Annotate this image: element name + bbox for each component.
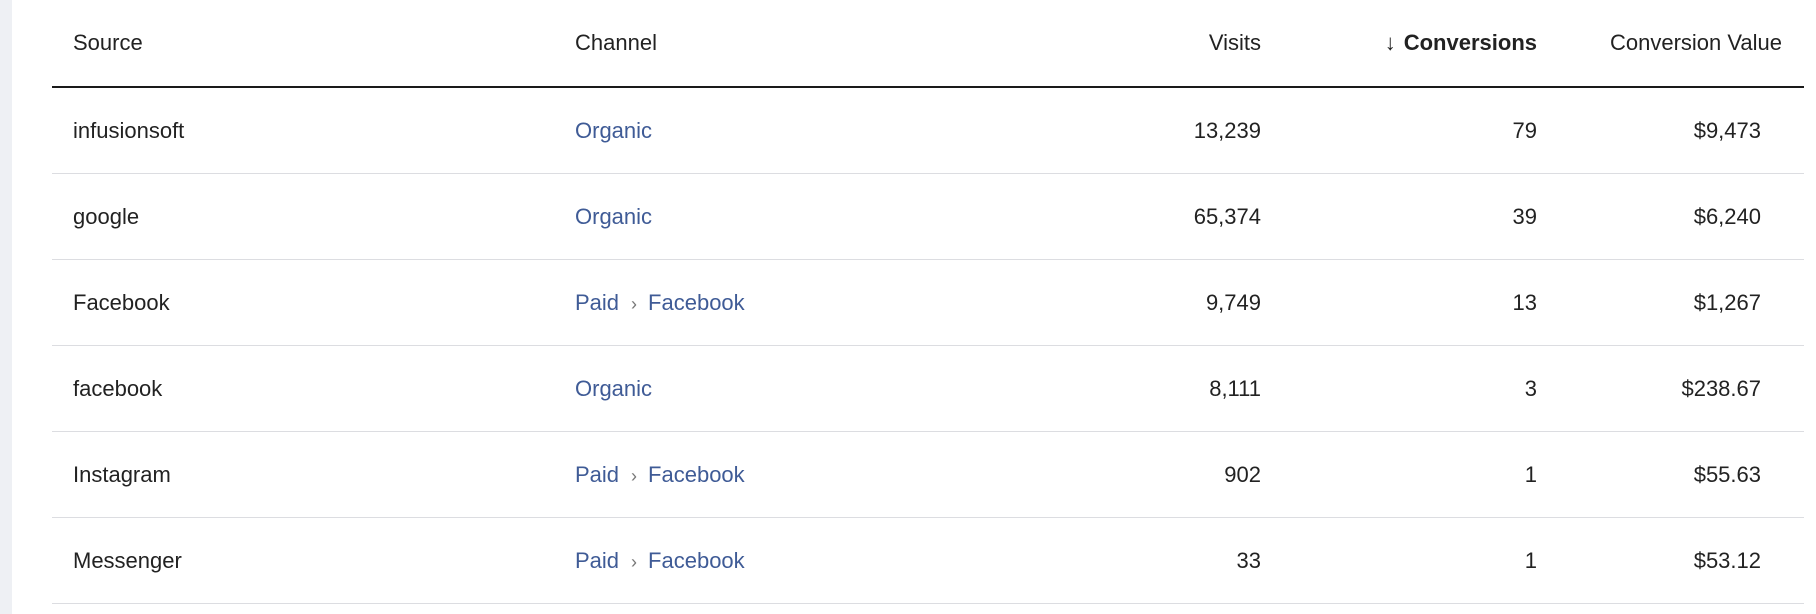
table-row: facebook Organic 8,111 3 $238.67: [52, 345, 1804, 432]
cell-conversions: 3: [1261, 345, 1537, 432]
cell-conversions: 1: [1261, 431, 1537, 518]
table-row: Instagram Paid › Facebook 902 1 $55.63: [52, 431, 1804, 518]
cell-visits: 902: [995, 431, 1261, 518]
cell-visits: 13,239: [995, 87, 1261, 174]
column-header-channel[interactable]: Channel: [575, 0, 995, 88]
table-row: infusionsoft Organic 13,239 79 $9,473: [52, 87, 1804, 174]
column-header-conversions-label: Conversions: [1403, 30, 1537, 55]
column-header-visits-label: Visits: [1208, 30, 1261, 55]
cell-conversions: 1: [1261, 517, 1537, 604]
channel-link[interactable]: Facebook: [648, 547, 745, 573]
column-header-conversion-value-label: Conversion Value: [1609, 30, 1782, 55]
column-header-conversions[interactable]: ↓ Conversions: [1261, 0, 1537, 88]
column-header-source-label: Source: [73, 30, 143, 55]
column-header-channel-label: Channel: [575, 30, 657, 55]
cell-channel: Organic: [575, 345, 995, 432]
table-header-row: Source Channel Visits ↓ Conversions Conve…: [52, 0, 1804, 88]
channel-link[interactable]: Organic: [575, 203, 653, 229]
cell-conversion-value: $55.63: [1537, 431, 1804, 518]
cell-conversion-value: $9,473: [1537, 87, 1804, 174]
cell-conversion-value: $1,267: [1537, 259, 1804, 346]
cell-source: infusionsoft: [52, 87, 575, 174]
cell-channel: Paid › Facebook: [575, 517, 995, 604]
table-row: Facebook Paid › Facebook 9,749 13 $1,267: [52, 259, 1804, 346]
cell-visits: 33: [995, 517, 1261, 604]
cell-conversions: 39: [1261, 173, 1537, 260]
channel-link[interactable]: Paid: [575, 547, 620, 573]
cell-visits: 65,374: [995, 173, 1261, 260]
cell-conversion-value: $238.67: [1537, 345, 1804, 432]
cell-source: Messenger: [52, 517, 575, 604]
chevron-right-icon: ›: [631, 293, 638, 314]
sort-descending-icon: ↓: [1384, 30, 1396, 55]
table-row: google Organic 65,374 39 $6,240: [52, 173, 1804, 260]
column-header-visits[interactable]: Visits: [995, 0, 1261, 88]
cell-source: facebook: [52, 345, 575, 432]
channel-link[interactable]: Paid: [575, 289, 620, 315]
column-header-source[interactable]: Source: [52, 0, 575, 88]
channel-link[interactable]: Organic: [575, 375, 653, 401]
table-row: Messenger Paid › Facebook 33 1 $53.12: [52, 517, 1804, 604]
report-panel: Source Channel Visits ↓ Conversions Conve…: [12, 0, 1816, 614]
chevron-right-icon: ›: [631, 551, 638, 572]
cell-channel: Paid › Facebook: [575, 259, 995, 346]
cell-conversions: 79: [1261, 87, 1537, 174]
channel-link[interactable]: Facebook: [648, 461, 745, 487]
cell-conversion-value: $6,240: [1537, 173, 1804, 260]
channel-link[interactable]: Paid: [575, 461, 620, 487]
cell-channel: Paid › Facebook: [575, 431, 995, 518]
cell-conversion-value: $53.12: [1537, 517, 1804, 604]
channel-link[interactable]: Organic: [575, 117, 653, 143]
table-body: infusionsoft Organic 13,239 79 $9,473 google O…: [52, 87, 1804, 604]
sources-table: Source Channel Visits ↓ Conversions Conve…: [52, 0, 1804, 604]
cell-source: Instagram: [52, 431, 575, 518]
channel-link[interactable]: Facebook: [648, 289, 745, 315]
cell-visits: 8,111: [995, 345, 1261, 432]
cell-conversions: 13: [1261, 259, 1537, 346]
cell-source: google: [52, 173, 575, 260]
cell-channel: Organic: [575, 173, 995, 260]
cell-source: Facebook: [52, 259, 575, 346]
column-header-conversion-value[interactable]: Conversion Value: [1537, 0, 1804, 88]
chevron-right-icon: ›: [631, 465, 638, 486]
cell-channel: Organic: [575, 87, 995, 174]
cell-visits: 9,749: [995, 259, 1261, 346]
